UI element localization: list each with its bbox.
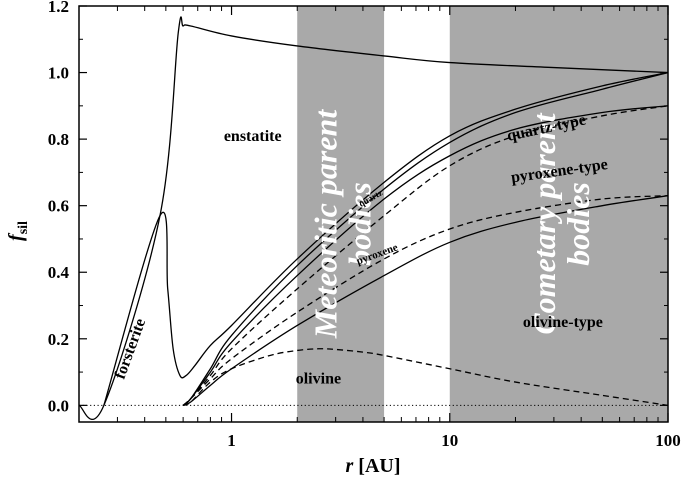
band-label-line1: Cometary parent xyxy=(526,112,562,334)
series-line-7 xyxy=(182,195,668,406)
band-label-2: Cometary parentbodies xyxy=(526,112,596,334)
x-axis-unit: [AU] xyxy=(358,455,400,477)
x-tick-label: 10 xyxy=(441,431,458,450)
y-tick-label: 0.6 xyxy=(48,197,69,216)
y-tick-label: 1.2 xyxy=(48,0,69,16)
x-axis-title: r [AU] xyxy=(345,455,400,477)
x-tick-label: 100 xyxy=(655,431,681,450)
y-tick-label: 1.0 xyxy=(48,64,69,83)
series-line-5 xyxy=(182,105,668,406)
data-series xyxy=(79,16,668,421)
series-line-4 xyxy=(182,105,668,406)
series-line-3 xyxy=(182,71,668,406)
annotation-3: olivine xyxy=(296,371,341,388)
y-tick-label: 0.8 xyxy=(48,130,69,149)
x-axis-symbol: r xyxy=(345,455,353,477)
band-label-line2: bodies xyxy=(560,182,596,266)
plot-frame xyxy=(78,5,669,423)
y-tick-label: 0.0 xyxy=(48,396,69,415)
annotation-6: olivine-type xyxy=(523,314,603,331)
band-labels: Meteoritic parentbodies Cometary parentbo… xyxy=(308,109,596,340)
y-axis-symbol: f xyxy=(5,232,27,241)
band-label-1: Meteoritic parentbodies xyxy=(308,109,378,340)
annotation-1: enstatite xyxy=(224,128,282,145)
band-label-line1: Meteoritic parent xyxy=(308,109,344,340)
x-tick-label: 1 xyxy=(227,431,236,450)
axis-ticks: 0.0 0.2 0.4 0.6 0.8 1.0 1.2 1 10 100 xyxy=(48,0,681,450)
series-line-8 xyxy=(182,348,668,407)
series-line-1 xyxy=(79,16,668,421)
y-axis-subscript: sil xyxy=(16,221,31,234)
band-label-line2: bodies xyxy=(342,182,378,266)
y-tick-label: 0.4 xyxy=(48,263,70,282)
y-axis-title: fsil xyxy=(5,221,31,241)
annotation-2: forsterite xyxy=(112,316,150,381)
y-tick-label: 0.2 xyxy=(48,330,69,349)
series-line-2 xyxy=(103,71,668,406)
